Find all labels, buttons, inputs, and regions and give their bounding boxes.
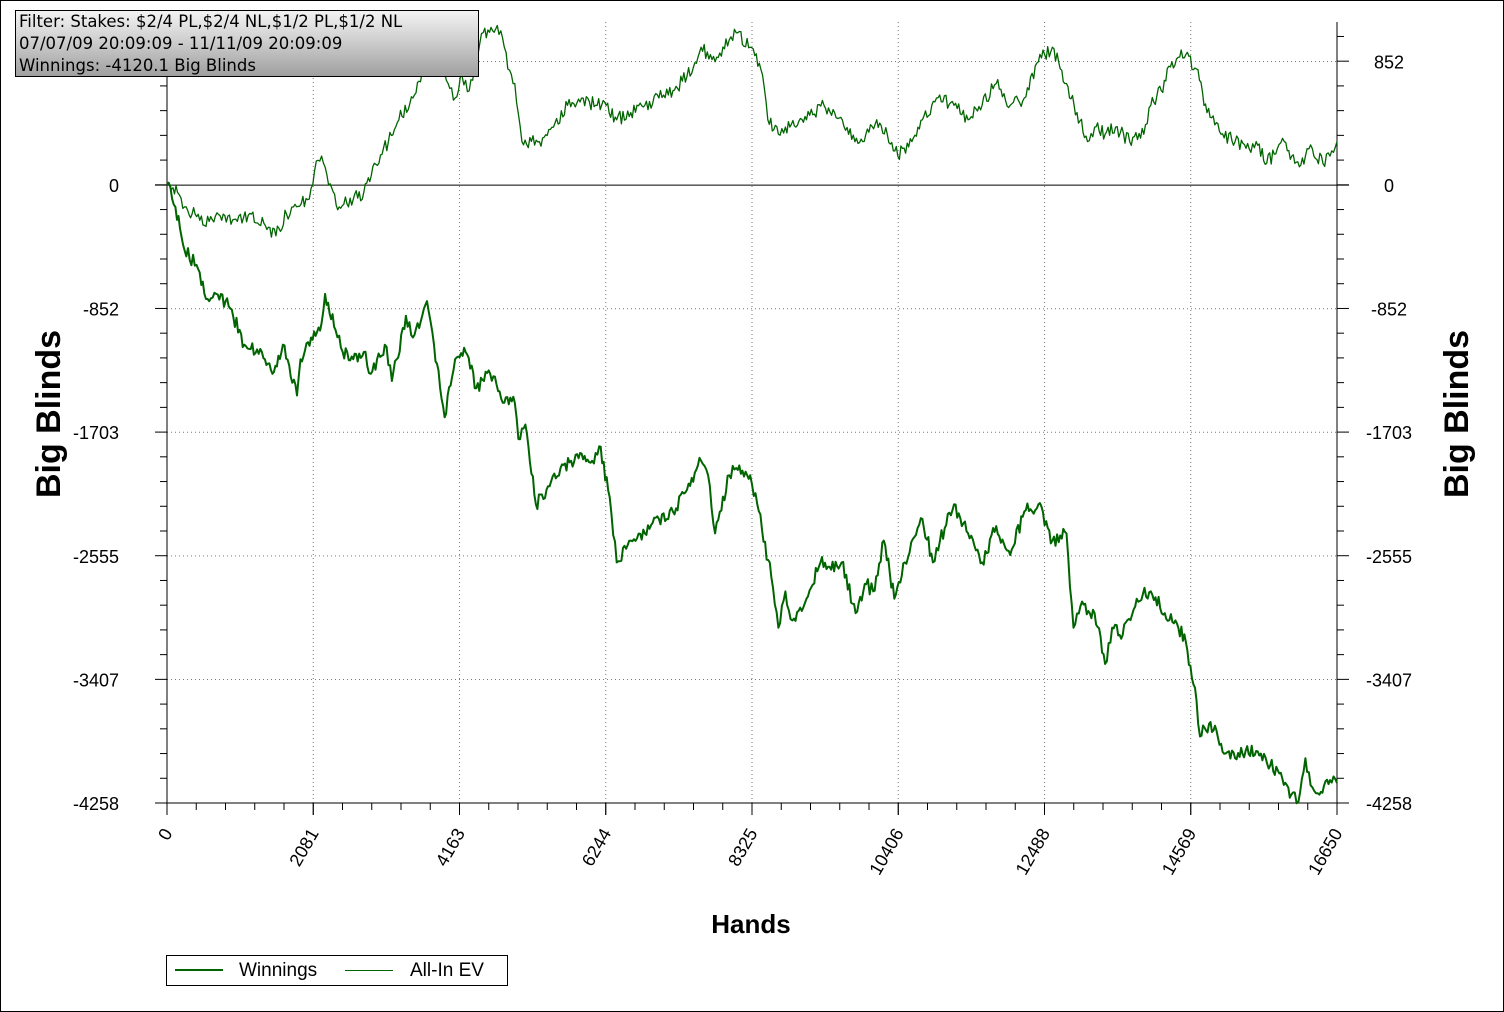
- series-layer: [166, 24, 1338, 805]
- filter-text: Filter: Stakes: $2/4 PL,$2/4 NL,$1/2 PL,…: [19, 12, 403, 31]
- y-tick-label-left: -852: [83, 300, 119, 320]
- y-tick-label-left: -1703: [73, 423, 119, 443]
- legend: Winnings All-In EV: [166, 955, 508, 986]
- legend-swatch-winnings: [175, 969, 223, 971]
- y-tick-label-right: -852: [1371, 300, 1407, 320]
- y-tick-label-right: 852: [1374, 52, 1404, 72]
- y-tick-label-right: 0: [1384, 176, 1394, 196]
- y-tick-label-left: -3407: [73, 671, 119, 691]
- x-tick-label: 2081: [285, 825, 322, 870]
- y-tick-label-right: -1703: [1366, 423, 1412, 443]
- y-axis-label-right: Big Blinds: [1438, 330, 1476, 498]
- legend-label-allin-ev: All-In EV: [410, 960, 484, 981]
- filter-info-box: Filter: Stakes: $2/4 PL,$2/4 NL,$1/2 PL,…: [15, 10, 479, 77]
- x-tick-label: 6244: [578, 825, 615, 870]
- y-tick-label-right: -2555: [1366, 547, 1412, 567]
- y-axis-label-left: Big Blinds: [30, 330, 68, 498]
- series-line-allin-ev: [166, 24, 1338, 238]
- date-range-text: 07/07/09 20:09:09 - 11/11/09 20:09:09: [19, 34, 343, 53]
- x-tick-label: 12488: [1012, 825, 1054, 878]
- x-tick-label: 4163: [432, 825, 469, 870]
- y-tick-label-left: -2555: [73, 547, 119, 567]
- y-tick-label-left: 0: [109, 176, 119, 196]
- x-tick-label: 10406: [865, 825, 907, 878]
- y-tick-label-left: -4258: [73, 794, 119, 814]
- grid: [155, 22, 1349, 803]
- x-axis-label: Hands: [711, 909, 790, 939]
- labels: Hands Big Blinds Big Blinds 0 2081 4163 624…: [30, 52, 1476, 939]
- winnings-text: Winnings: -4120.1 Big Blinds: [19, 56, 256, 75]
- y-tick-label-right: -4258: [1366, 794, 1412, 814]
- x-tick-label: 0: [154, 825, 176, 844]
- x-tick-label: 8325: [724, 825, 761, 870]
- legend-label-winnings: Winnings: [239, 960, 318, 981]
- x-tick-label: 16650: [1304, 825, 1346, 878]
- x-tick-label: 14569: [1158, 825, 1200, 878]
- series-line-winnings: [166, 181, 1338, 805]
- y-tick-label-right: -3407: [1366, 671, 1412, 691]
- legend-swatch-allin-ev: [345, 970, 393, 971]
